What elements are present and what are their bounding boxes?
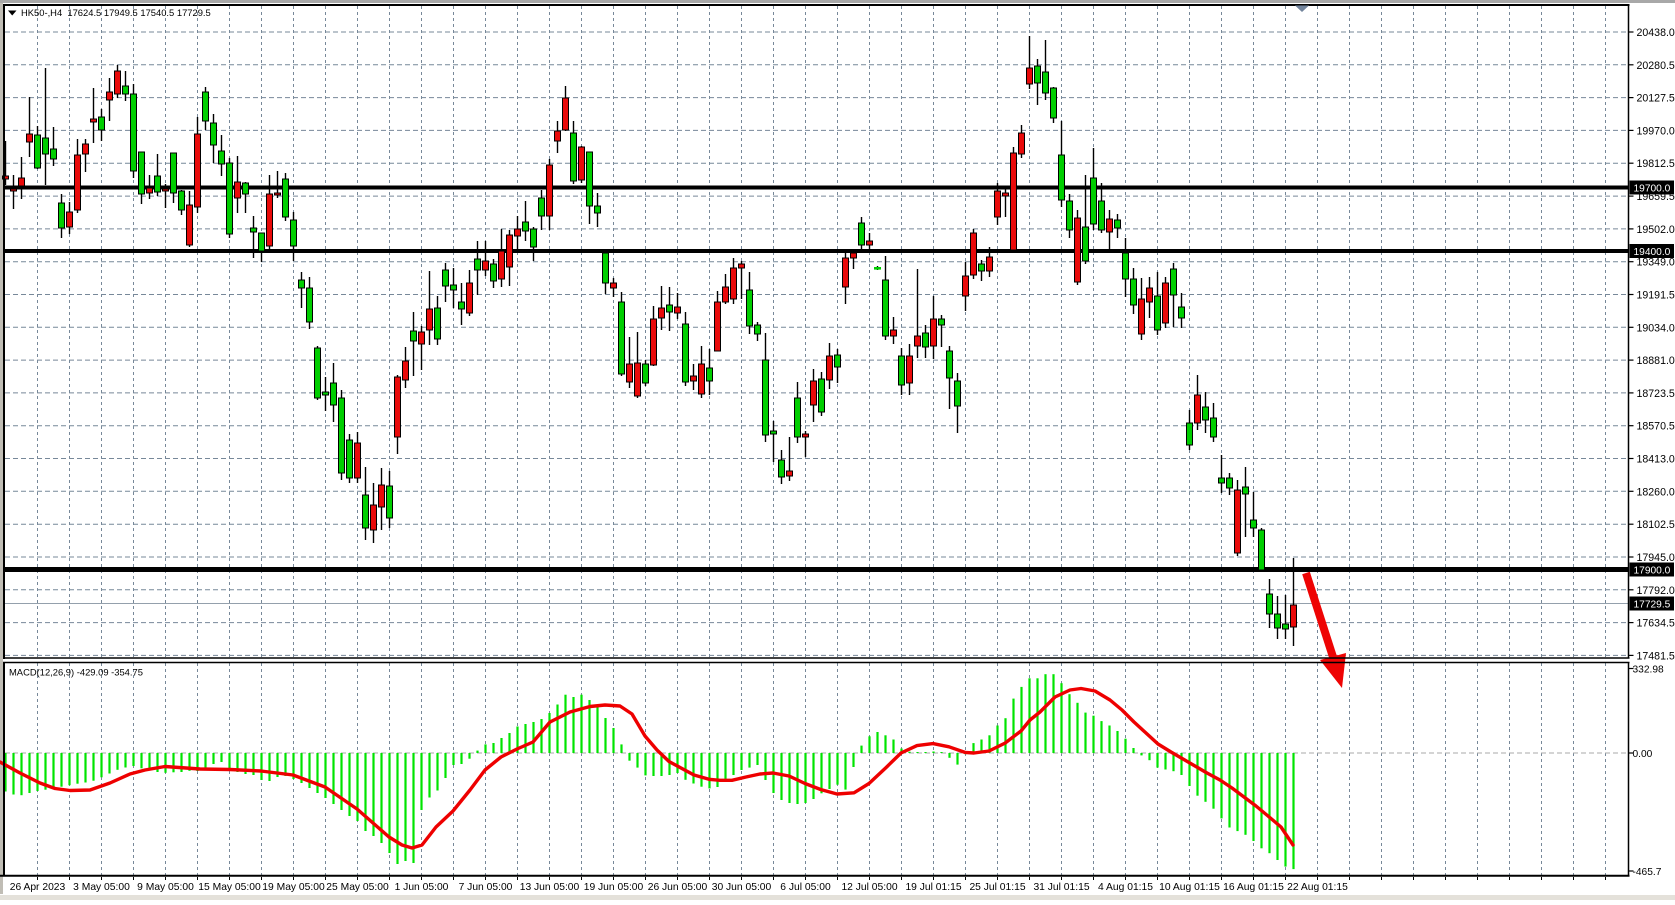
svg-text:18102.5: 18102.5 [1637, 519, 1675, 531]
svg-text:26 Jun 05:00: 26 Jun 05:00 [648, 882, 708, 893]
svg-text:17634.5: 17634.5 [1637, 618, 1675, 630]
svg-text:18413.0: 18413.0 [1637, 454, 1675, 466]
svg-text:20438.0: 20438.0 [1637, 27, 1675, 39]
svg-text:6 Jul 05:00: 6 Jul 05:00 [780, 882, 831, 893]
svg-text:19 Jun 05:00: 19 Jun 05:00 [584, 882, 644, 893]
svg-text:19812.5: 19812.5 [1637, 158, 1675, 170]
svg-text:HK50-,H4 17624.5 17949.5 1754: HK50-,H4 17624.5 17949.5 17540.5 17729.5 [21, 7, 211, 18]
svg-text:19400.0: 19400.0 [1634, 247, 1671, 258]
svg-text:19 May 05:00: 19 May 05:00 [262, 882, 325, 893]
svg-text:12 Jul 05:00: 12 Jul 05:00 [841, 882, 897, 893]
svg-text:3 May 05:00: 3 May 05:00 [73, 882, 130, 893]
svg-text:19191.5: 19191.5 [1637, 290, 1675, 302]
svg-text:17481.5: 17481.5 [1637, 650, 1675, 662]
svg-text:19349.0: 19349.0 [1637, 257, 1675, 269]
svg-text:17900.0: 17900.0 [1634, 566, 1671, 577]
svg-text:18881.0: 18881.0 [1637, 355, 1675, 367]
svg-text:13 Jun 05:00: 13 Jun 05:00 [520, 882, 580, 893]
svg-text:19700.0: 19700.0 [1634, 184, 1671, 195]
svg-text:18260.0: 18260.0 [1637, 486, 1675, 498]
svg-text:-465.7: -465.7 [1633, 867, 1662, 878]
svg-text:18570.5: 18570.5 [1637, 421, 1675, 433]
svg-text:30 Jun 05:00: 30 Jun 05:00 [712, 882, 772, 893]
svg-text:0.00: 0.00 [1633, 749, 1653, 760]
svg-text:15 May 05:00: 15 May 05:00 [198, 882, 261, 893]
svg-text:19970.0: 19970.0 [1637, 125, 1675, 137]
svg-text:19502.0: 19502.0 [1637, 224, 1675, 236]
svg-text:20127.5: 20127.5 [1637, 93, 1675, 105]
svg-text:19034.0: 19034.0 [1637, 322, 1675, 334]
svg-text:17729.5: 17729.5 [1634, 600, 1671, 611]
svg-text:MACD(12,26,9) -429.09 -354.75: MACD(12,26,9) -429.09 -354.75 [9, 667, 143, 678]
svg-text:22 Aug 01:15: 22 Aug 01:15 [1287, 882, 1348, 893]
svg-text:25 May 05:00: 25 May 05:00 [326, 882, 389, 893]
svg-text:17792.0: 17792.0 [1637, 585, 1675, 597]
svg-text:31 Jul 01:15: 31 Jul 01:15 [1033, 882, 1089, 893]
svg-text:17945.0: 17945.0 [1637, 552, 1675, 564]
svg-text:4 Aug 01:15: 4 Aug 01:15 [1098, 882, 1153, 893]
svg-text:16 Aug 01:15: 16 Aug 01:15 [1223, 882, 1284, 893]
svg-text:25 Jul 01:15: 25 Jul 01:15 [969, 882, 1025, 893]
svg-text:1 Jun 05:00: 1 Jun 05:00 [395, 882, 449, 893]
svg-text:10 Aug 01:15: 10 Aug 01:15 [1159, 882, 1220, 893]
svg-text:332.98: 332.98 [1633, 665, 1664, 676]
svg-text:7 Jun 05:00: 7 Jun 05:00 [459, 882, 513, 893]
svg-text:26 Apr 2023: 26 Apr 2023 [10, 882, 66, 893]
svg-text:20280.5: 20280.5 [1637, 60, 1675, 72]
svg-text:9 May 05:00: 9 May 05:00 [137, 882, 194, 893]
svg-text:18723.5: 18723.5 [1637, 388, 1675, 400]
svg-text:19 Jul 01:15: 19 Jul 01:15 [905, 882, 961, 893]
